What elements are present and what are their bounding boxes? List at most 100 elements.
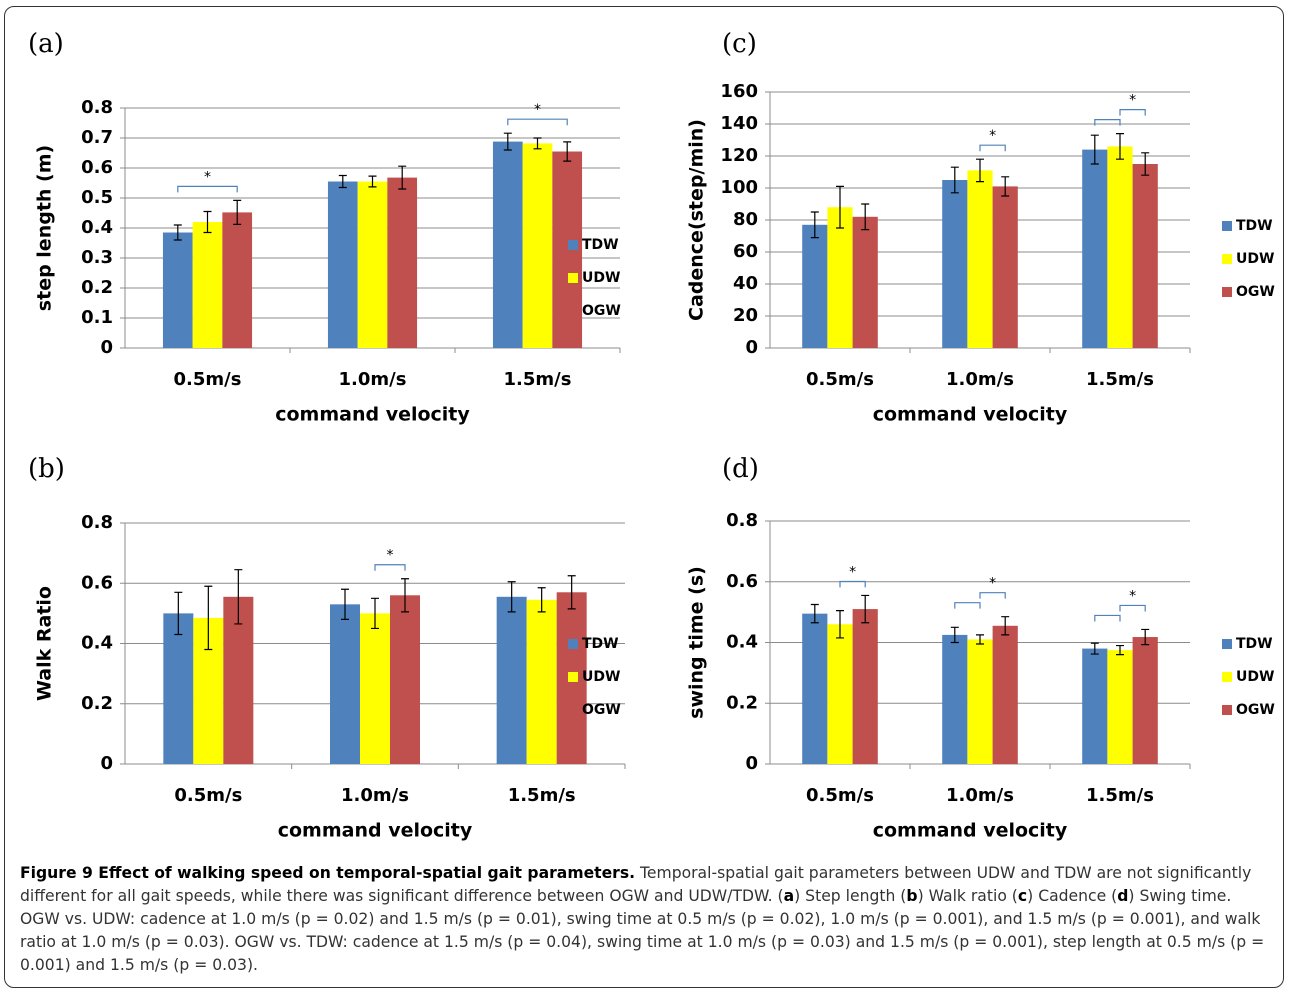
error-bar — [836, 610, 844, 639]
y-tick-label: 0.4 — [726, 632, 758, 653]
error-bar — [507, 581, 516, 613]
legend-swatch — [1222, 639, 1232, 649]
legend-label: TDW — [582, 237, 619, 253]
significance-label: * — [849, 564, 856, 580]
bar — [492, 141, 523, 348]
legend-label: TDW — [1236, 636, 1273, 652]
y-tick-label: 0.6 — [81, 572, 113, 593]
y-tick-label: 0 — [745, 753, 758, 774]
bar — [192, 222, 223, 348]
legend-label: TDW — [582, 636, 619, 652]
y-tick-label: 20 — [733, 305, 758, 326]
x-tick-label: 1.0m/s — [339, 369, 407, 390]
y-tick-label: 0.1 — [81, 307, 113, 328]
x-tick-label: 1.0m/s — [946, 785, 1014, 806]
caption-title: Figure 9 Effect of walking speed on temp… — [20, 864, 636, 882]
legend-swatch — [568, 672, 578, 682]
legend-swatch — [568, 273, 578, 283]
bar — [852, 609, 878, 764]
y-tick-label: 0.8 — [81, 512, 113, 533]
x-axis-label: command velocity — [873, 820, 1068, 842]
x-axis-label: command velocity — [275, 404, 470, 426]
error-bar — [976, 158, 984, 183]
x-tick-label: 0.5m/s — [174, 785, 242, 806]
bar — [1082, 149, 1108, 348]
bar — [967, 170, 993, 348]
bar — [942, 634, 968, 764]
significance-bracket — [1094, 119, 1121, 126]
y-tick-label: 0.2 — [81, 277, 113, 298]
error-bar — [503, 132, 512, 151]
y-tick-label: 0.8 — [726, 510, 758, 531]
significance-bracket — [1119, 604, 1146, 612]
error-bar — [533, 137, 542, 150]
caption-panel-letter: b — [906, 887, 918, 905]
y-tick-label: 40 — [733, 273, 758, 294]
legend-label: TDW — [1236, 218, 1273, 234]
caption-body: Temporal-spatial gait parameters between… — [20, 864, 1264, 974]
significance-label: * — [387, 548, 394, 564]
significance-bracket — [979, 144, 1006, 152]
bar — [162, 232, 193, 348]
error-bar — [1116, 644, 1124, 656]
bar — [942, 180, 968, 348]
caption-text: ) Cadence ( — [1027, 887, 1118, 905]
x-tick-label: 0.5m/s — [806, 785, 874, 806]
caption-text: ) Step length ( — [794, 887, 907, 905]
significance-label: * — [989, 128, 996, 144]
significance-bracket — [374, 564, 406, 571]
error-bar — [1090, 642, 1099, 655]
error-bar — [810, 603, 819, 624]
significance-bracket — [979, 592, 1006, 599]
error-bar — [174, 591, 183, 636]
caption-panel-letter: a — [783, 887, 795, 905]
error-bar — [368, 175, 377, 188]
x-tick-label: 1.5m/s — [504, 369, 572, 390]
panel-label: (b) — [28, 454, 65, 484]
error-bar — [1141, 152, 1150, 176]
y-tick-label: 0.8 — [81, 97, 113, 118]
panel-label: (d) — [722, 454, 759, 484]
x-tick-label: 0.5m/s — [174, 369, 242, 390]
legend-swatch — [1222, 705, 1232, 715]
significance-label: * — [1129, 93, 1136, 109]
bar — [967, 639, 993, 764]
y-tick-label: 140 — [720, 113, 758, 134]
error-bar — [950, 166, 959, 194]
error-bar — [173, 224, 182, 241]
bar — [852, 216, 878, 348]
error-bar — [371, 597, 379, 630]
error-bar — [861, 203, 870, 231]
error-bar — [976, 634, 984, 645]
bar — [802, 224, 828, 348]
error-bar — [950, 626, 959, 644]
y-axis-label: Walk Ratio — [34, 586, 56, 701]
y-tick-label: 0.7 — [81, 127, 113, 148]
bar — [327, 181, 358, 348]
legend-swatch — [568, 639, 578, 649]
bar — [496, 596, 527, 764]
error-bar — [810, 211, 819, 239]
y-axis-label: Cadence(step/min) — [686, 119, 708, 321]
y-axis-label: swing time (s) — [686, 566, 708, 719]
y-tick-label: 0.6 — [81, 157, 113, 178]
legend-swatch — [1222, 254, 1232, 264]
legend-label: UDW — [582, 669, 620, 685]
bar — [1132, 164, 1158, 348]
significance-bracket — [839, 580, 866, 588]
legend-label: UDW — [1236, 669, 1274, 685]
error-bar — [401, 578, 409, 613]
error-bar — [203, 210, 212, 234]
figure: (a) 0 0.1 0.2 0.3 0.4 0.5 0.6 0.7 0.8 0.5m/s 1.0m/s… — [28, 29, 1275, 842]
significance-bracket — [954, 602, 981, 609]
bar — [330, 604, 360, 764]
y-tick-label: 0.6 — [726, 571, 758, 592]
x-tick-label: 0.5m/s — [806, 369, 874, 390]
x-tick-label: 1.0m/s — [341, 785, 409, 806]
caption-text: Temporal-spatial gait parameters between… — [20, 864, 1252, 905]
bar — [357, 181, 388, 348]
bar — [1107, 146, 1133, 348]
bar — [992, 186, 1018, 348]
x-tick-label: 1.5m/s — [508, 785, 576, 806]
error-bar — [861, 594, 870, 624]
